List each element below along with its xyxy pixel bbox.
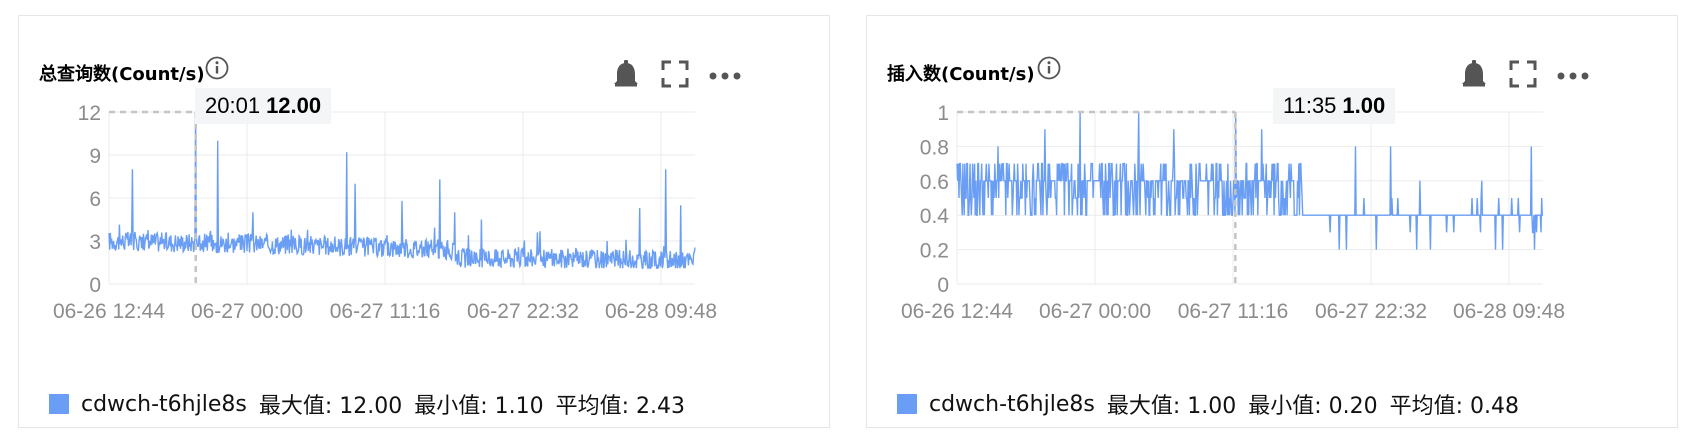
bell-icon[interactable]: [612, 60, 640, 90]
chart-card-total-queries: 总查询数(Count/s) 0 3 6 9 12 06-26 12:44 06-27 00:…: [18, 15, 830, 428]
x-tick-label: 06-28 09:48: [605, 300, 717, 323]
series-line-cdwch-t6hjle8s: [956, 111, 1543, 250]
x-tick-label: 06-27 22:32: [1315, 300, 1427, 323]
chart-plot-area: 0 3 6 9 12 06-26 12:44 06-27 00:00 06-27 11:16 0…: [53, 102, 717, 323]
x-tick-label: 06-27 11:16: [330, 300, 441, 323]
chart-tooltip: 11:35 1.00: [1273, 88, 1396, 124]
x-tick-label: 06-27 00:00: [191, 300, 303, 323]
tooltip-value: 12.00: [266, 93, 322, 118]
y-tick-label: 0.4: [920, 205, 950, 228]
y-tick-label: 0.6: [920, 171, 949, 194]
legend-series-name: cdwch-t6hjle8s: [81, 391, 247, 417]
info-icon[interactable]: [1037, 56, 1061, 80]
x-tick-label: 06-27 11:16: [1178, 300, 1289, 323]
y-tick-label: 1: [937, 102, 949, 125]
y-tick-label: 6: [89, 188, 101, 211]
bell-icon[interactable]: [1460, 60, 1488, 90]
legend-max: 最大值: 12.00: [258, 394, 403, 419]
chart-plot-area: 0 0.2 0.4 0.6 0.8 1 06-26 12:44 06-27 00:00 06-2…: [901, 102, 1565, 323]
tooltip-time: 11:35: [1283, 93, 1337, 118]
y-tick-label: 0.2: [920, 240, 949, 263]
chart-card-inserts: 插入数(Count/s) 0 0.2 0.4 0.6 0.8 1 06-26 12:44 06…: [866, 15, 1678, 428]
x-tick-label: 06-26 12:44: [53, 300, 165, 323]
fullscreen-icon[interactable]: [1509, 60, 1537, 88]
more-icon[interactable]: [709, 72, 741, 80]
legend-avg: 平均值: 0.48: [1389, 394, 1519, 419]
info-icon[interactable]: [205, 56, 229, 80]
tooltip-value: 1.00: [1342, 93, 1386, 118]
y-tick-label: 0: [937, 274, 949, 297]
x-tick-label: 06-28 09:48: [1453, 300, 1565, 323]
y-tick-label: 0: [89, 274, 101, 297]
legend-min: 最小值: 1.10: [414, 394, 544, 419]
series-line-cdwch-t6hjle8s: [108, 111, 696, 270]
chart-legend[interactable]: cdwch-t6hjle8s 最大值: 1.00 最小值: 0.20 平均值: …: [897, 388, 1519, 420]
y-tick-label: 9: [89, 145, 101, 168]
legend-min: 最小值: 0.20: [1248, 394, 1378, 419]
x-tick-label: 06-26 12:44: [901, 300, 1013, 323]
legend-swatch: [897, 394, 917, 414]
legend-avg: 平均值: 2.43: [555, 394, 685, 419]
x-tick-label: 06-27 22:32: [467, 300, 579, 323]
legend-swatch: [49, 394, 69, 414]
chart-legend[interactable]: cdwch-t6hjle8s 最大值: 12.00 最小值: 1.10 平均值:…: [49, 388, 685, 420]
y-tick-label: 0.8: [920, 136, 949, 159]
y-tick-label: 3: [89, 231, 101, 254]
chart-title: 插入数(Count/s): [887, 64, 1035, 85]
y-tick-label: 12: [78, 102, 101, 125]
chart-tooltip: 20:01 12.00: [195, 88, 332, 124]
more-icon[interactable]: [1557, 72, 1589, 80]
legend-max: 最大值: 1.00: [1106, 394, 1237, 419]
x-tick-label: 06-27 00:00: [1039, 300, 1151, 323]
legend-series-name: cdwch-t6hjle8s: [929, 391, 1095, 417]
chart-title: 总查询数(Count/s): [39, 64, 205, 85]
tooltip-time: 20:01: [205, 93, 261, 118]
fullscreen-icon[interactable]: [661, 60, 689, 88]
